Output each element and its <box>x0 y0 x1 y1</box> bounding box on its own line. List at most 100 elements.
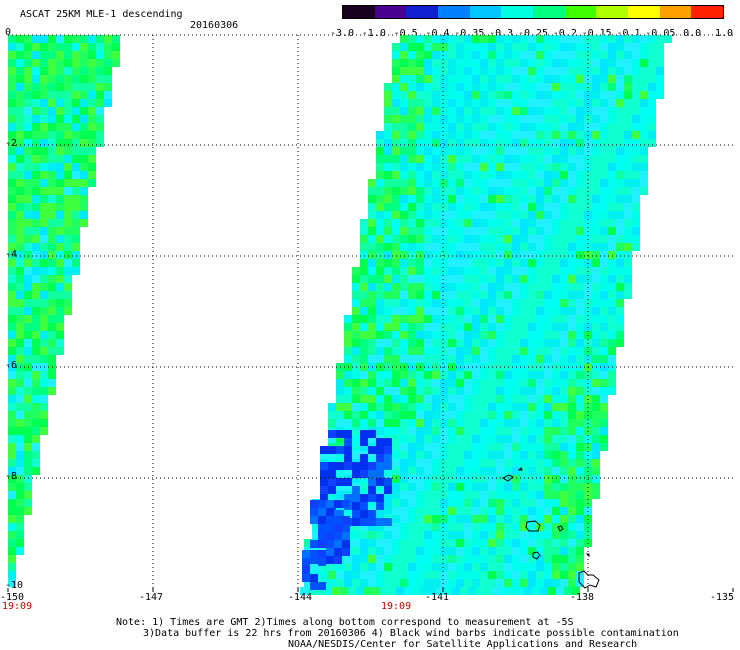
wind-cell <box>448 323 456 331</box>
wind-cell <box>520 195 528 203</box>
x-label-141: -141 <box>425 592 450 603</box>
wind-cell <box>632 211 640 219</box>
wind-cell <box>16 419 24 427</box>
wind-cell <box>400 195 408 203</box>
wind-cell <box>504 315 512 323</box>
wind-cell <box>536 411 544 419</box>
wind-cell <box>40 331 48 339</box>
wind-cell <box>8 139 16 147</box>
wind-cell <box>48 67 56 75</box>
wind-cell <box>80 83 88 91</box>
wind-cell <box>544 51 552 59</box>
wind-cell <box>632 115 640 123</box>
wind-cell <box>568 491 576 499</box>
wind-cell <box>496 275 504 283</box>
wind-cell <box>424 507 432 515</box>
wind-cell <box>536 51 544 59</box>
wind-cell <box>48 59 56 67</box>
wind-cell <box>544 83 552 91</box>
wind-cell <box>400 59 408 67</box>
wind-cell <box>528 139 536 147</box>
wind-cell <box>384 539 392 547</box>
wind-cell-low <box>334 500 342 508</box>
time-label-left: 19:09 <box>2 601 33 612</box>
wind-cell <box>528 515 536 523</box>
wind-cell <box>32 107 40 115</box>
wind-cell <box>512 435 520 443</box>
wind-cell <box>624 155 632 163</box>
wind-cell <box>384 123 392 131</box>
wind-cell <box>392 395 400 403</box>
wind-cell <box>340 587 348 595</box>
wind-cell <box>432 467 440 475</box>
wind-cell <box>376 395 384 403</box>
wind-cell <box>616 59 624 67</box>
wind-cell <box>632 107 640 115</box>
wind-cell <box>416 211 424 219</box>
wind-cell <box>440 499 448 507</box>
wind-cell <box>488 539 496 547</box>
wind-cell <box>376 371 384 379</box>
wind-cell <box>416 555 424 563</box>
wind-cell <box>40 307 48 315</box>
wind-cell <box>56 139 64 147</box>
wind-cell <box>392 219 400 227</box>
wind-cell-low <box>318 550 326 558</box>
wind-cell <box>32 139 40 147</box>
wind-cell <box>40 59 48 67</box>
wind-cell <box>560 371 568 379</box>
wind-cell <box>648 51 656 59</box>
wind-cell <box>464 555 472 563</box>
wind-cell <box>432 259 440 267</box>
wind-cell <box>392 131 400 139</box>
wind-cell <box>496 299 504 307</box>
wind-cell <box>64 43 72 51</box>
island-outline <box>557 525 564 532</box>
wind-cell <box>624 275 632 283</box>
wind-cell <box>488 203 496 211</box>
wind-cell <box>416 395 424 403</box>
wind-cell <box>512 371 520 379</box>
chart-date: 20160306 <box>190 20 239 31</box>
wind-cell <box>496 83 504 91</box>
wind-cell <box>600 251 608 259</box>
wind-cell <box>24 35 32 43</box>
wind-cell <box>560 99 568 107</box>
wind-cell <box>480 163 488 171</box>
wind-cell <box>512 515 520 523</box>
wind-cell <box>64 283 72 291</box>
wind-cell <box>552 195 560 203</box>
wind-cell <box>520 427 528 435</box>
wind-cell-low <box>334 540 342 548</box>
wind-cell <box>376 379 384 387</box>
wind-cell <box>48 347 56 355</box>
wind-cell <box>616 211 624 219</box>
wind-cell <box>536 195 544 203</box>
wind-cell <box>520 59 528 67</box>
wind-cell <box>368 259 376 267</box>
wind-cell <box>408 435 416 443</box>
wind-cell <box>544 299 552 307</box>
wind-cell <box>416 259 424 267</box>
wind-cell <box>528 179 536 187</box>
wind-cell <box>504 491 512 499</box>
wind-cell <box>464 379 472 387</box>
wind-cell <box>32 51 40 59</box>
wind-cell <box>488 155 496 163</box>
wind-cell <box>480 259 488 267</box>
wind-cell-low <box>326 500 334 508</box>
wind-cell <box>360 411 368 419</box>
wind-cell <box>360 283 368 291</box>
wind-cell <box>456 507 464 515</box>
wind-cell <box>544 115 552 123</box>
wind-cell <box>448 275 456 283</box>
wind-cell-low <box>384 462 392 470</box>
wind-cell <box>360 387 368 395</box>
wind-cell <box>528 467 536 475</box>
wind-cell <box>600 163 608 171</box>
wind-cell <box>632 43 640 51</box>
wind-cell <box>496 339 504 347</box>
wind-cell <box>336 379 344 387</box>
wind-cell <box>360 547 368 555</box>
wind-cell <box>512 467 520 475</box>
